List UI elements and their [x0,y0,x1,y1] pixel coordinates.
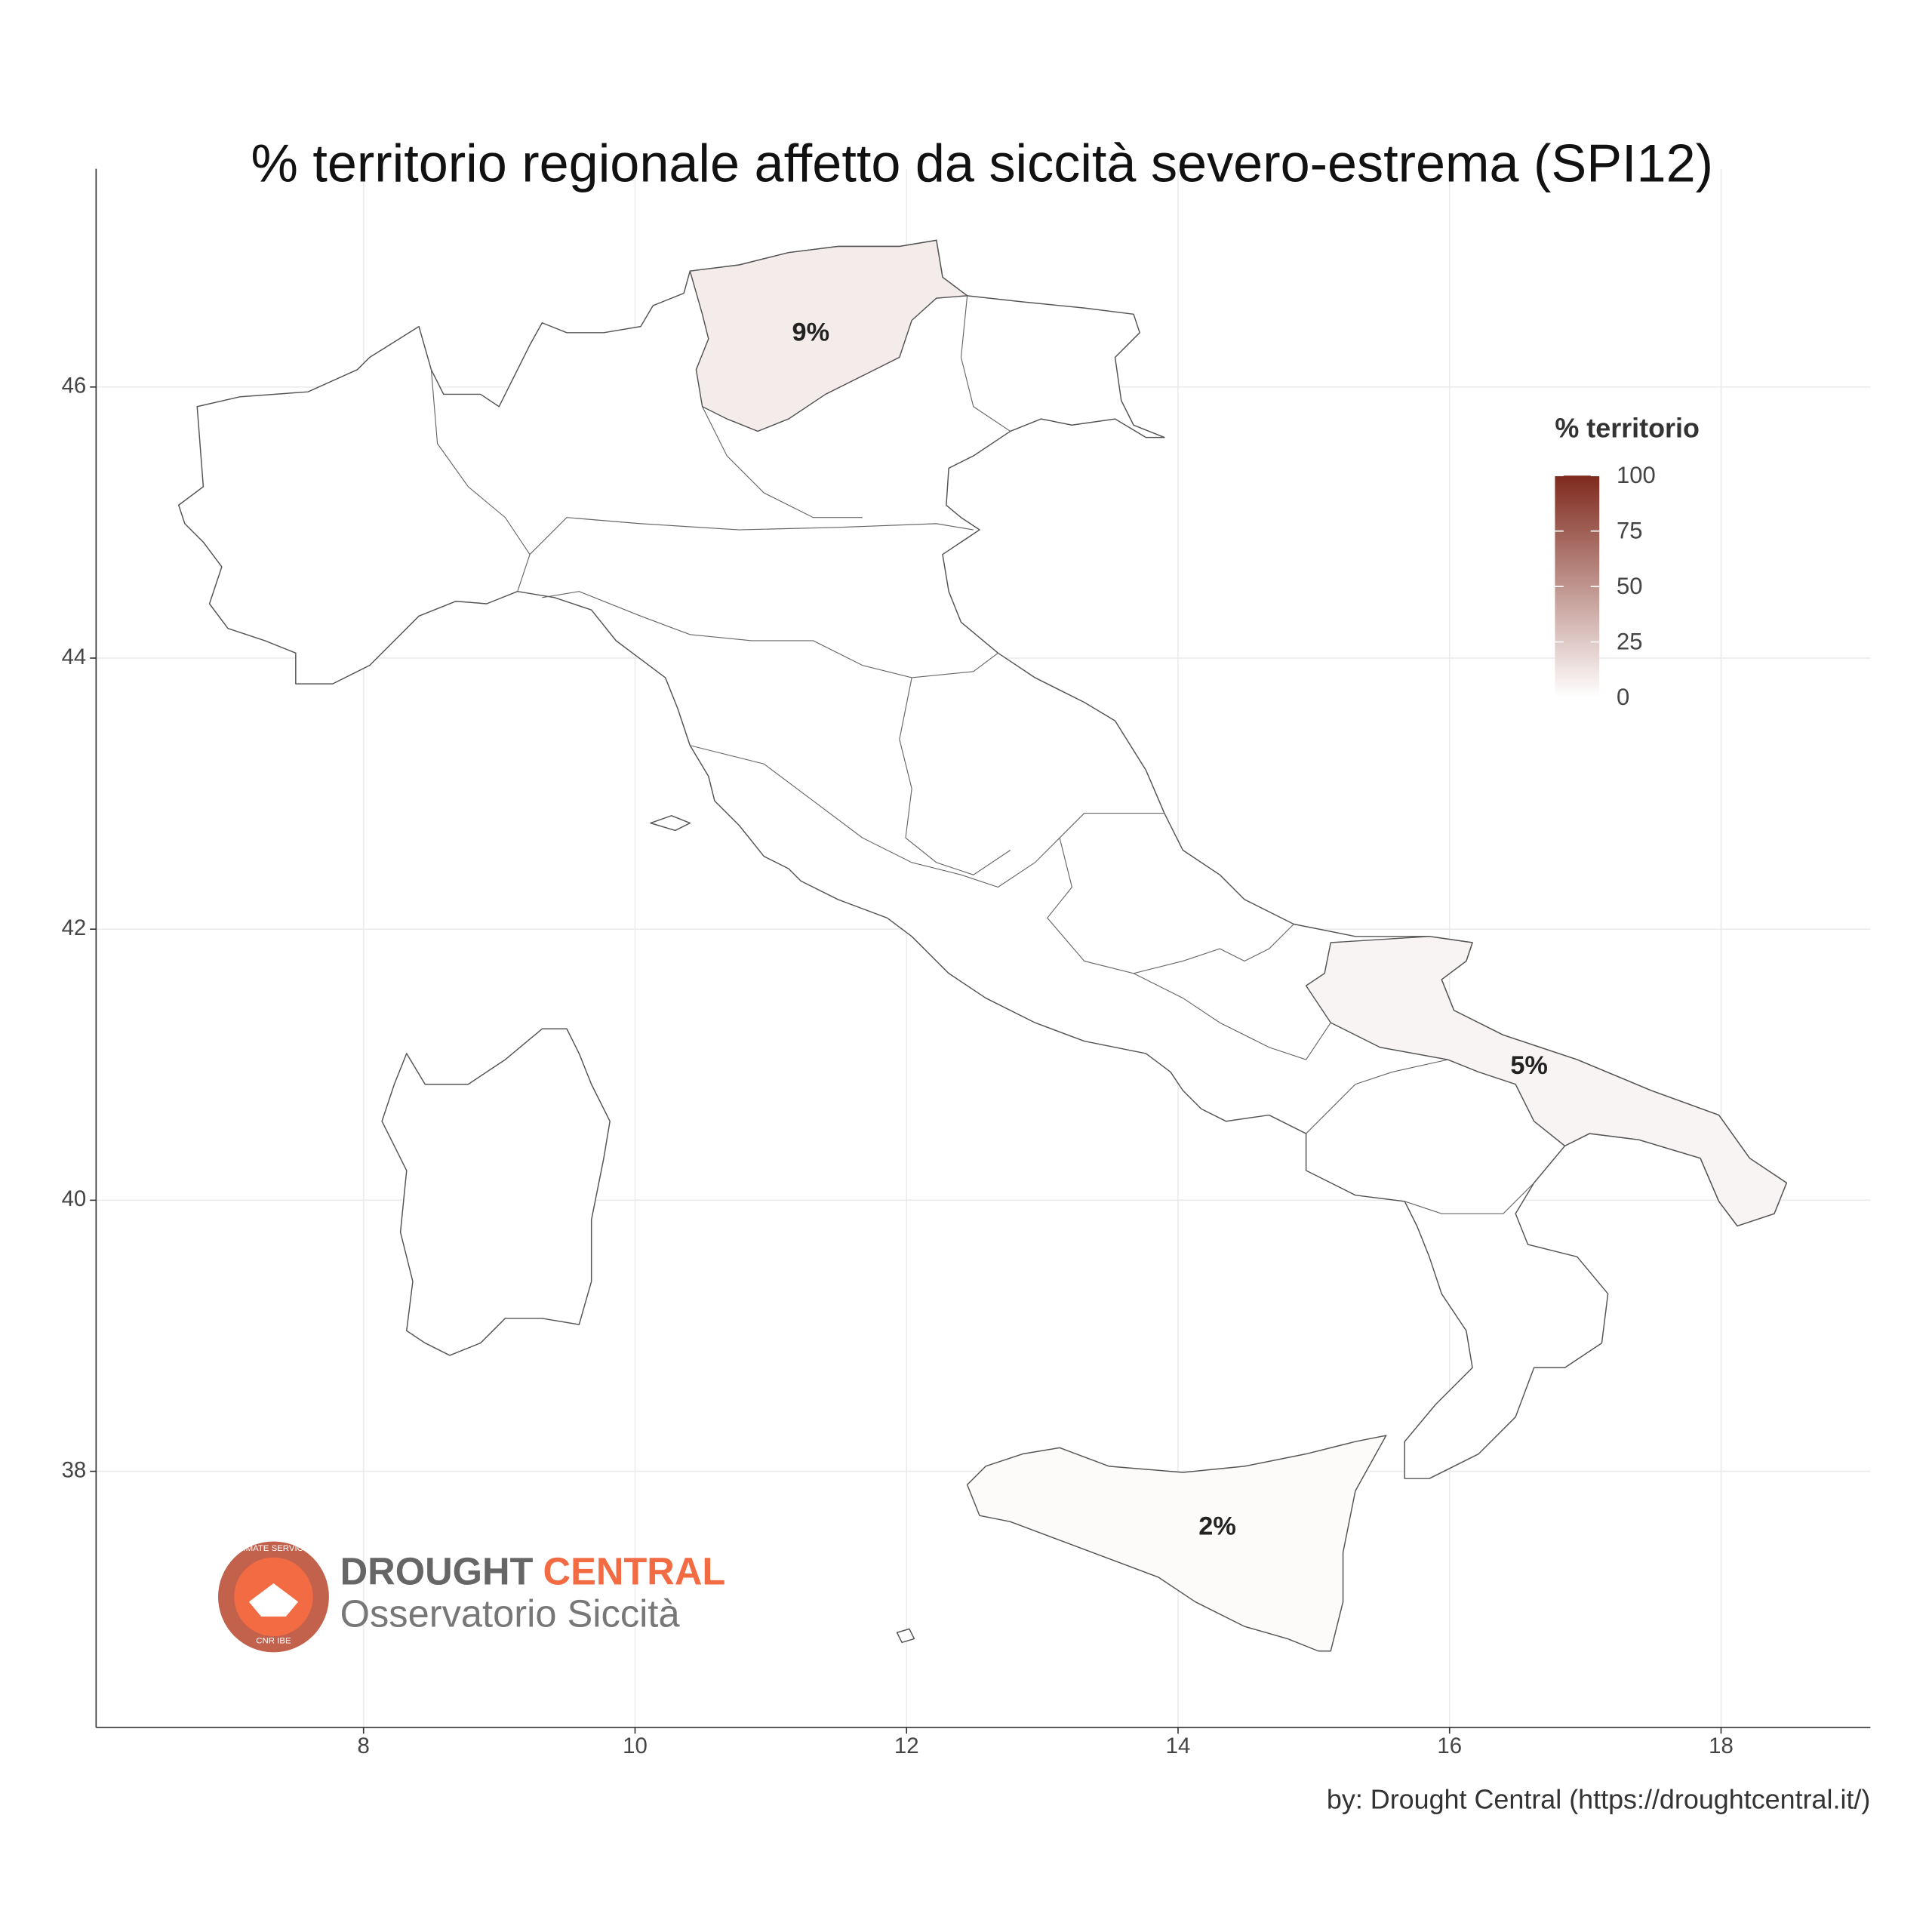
legend-tick-label: 25 [1617,628,1643,654]
legend-tick-label: 75 [1617,517,1643,543]
legend-tick-label: 50 [1617,573,1643,599]
y-tick-label: 38 [62,1457,87,1482]
logo-word2: CENTRAL [543,1550,726,1593]
x-tick-label: 8 [358,1734,370,1758]
logo-word1: DROUGHT CENTRAL [340,1550,726,1593]
chart-title: % territorio regionale affetto da siccit… [251,134,1713,193]
x-tick-label: 16 [1437,1734,1462,1758]
x-tick-label: 18 [1709,1734,1734,1758]
y-tick-label: 46 [62,374,87,398]
x-tick-label: 12 [894,1734,919,1758]
y-tick-label: 40 [62,1186,87,1211]
x-tick-label: 14 [1166,1734,1191,1758]
legend-tick-label: 0 [1617,684,1629,710]
value-label: 9% [792,318,830,347]
regions: 9% 5% 2% [689,239,1788,1652]
base-map [178,239,1788,1644]
region [966,1435,1387,1652]
logo-word1-text: DROUGHT [340,1550,534,1593]
legend-title: % territorio [1555,412,1700,443]
small-island [650,815,915,1644]
y-tick-label: 42 [62,915,87,940]
sardinia [381,1028,611,1356]
y-tick-label: 44 [62,645,87,669]
axes: 8 10 12 14 16 18 38 40 42 44 46 [62,168,1871,1758]
caption: by: Drought Central (https://droughtcent… [1327,1783,1870,1814]
logo-ring-bottom: CNR IBE [256,1637,291,1646]
region-borders [430,295,1535,1214]
legend-tick-label: 100 [1617,462,1656,488]
x-tick-label: 10 [623,1734,648,1758]
logo-ring-top: CLIMATE SERVICES [232,1544,315,1553]
value-label: 2% [1198,1512,1236,1541]
region [689,239,968,432]
logo: CLIMATE SERVICES CNR IBE DROUGHT CENTRAL … [217,1541,726,1653]
value-label: 5% [1510,1051,1548,1080]
logo-subtitle: Osservatorio Siccità [340,1592,681,1635]
region [1305,936,1788,1227]
logo-icon [248,1583,299,1617]
legend: % territorio 0 25 50 75 100 [1555,412,1700,710]
